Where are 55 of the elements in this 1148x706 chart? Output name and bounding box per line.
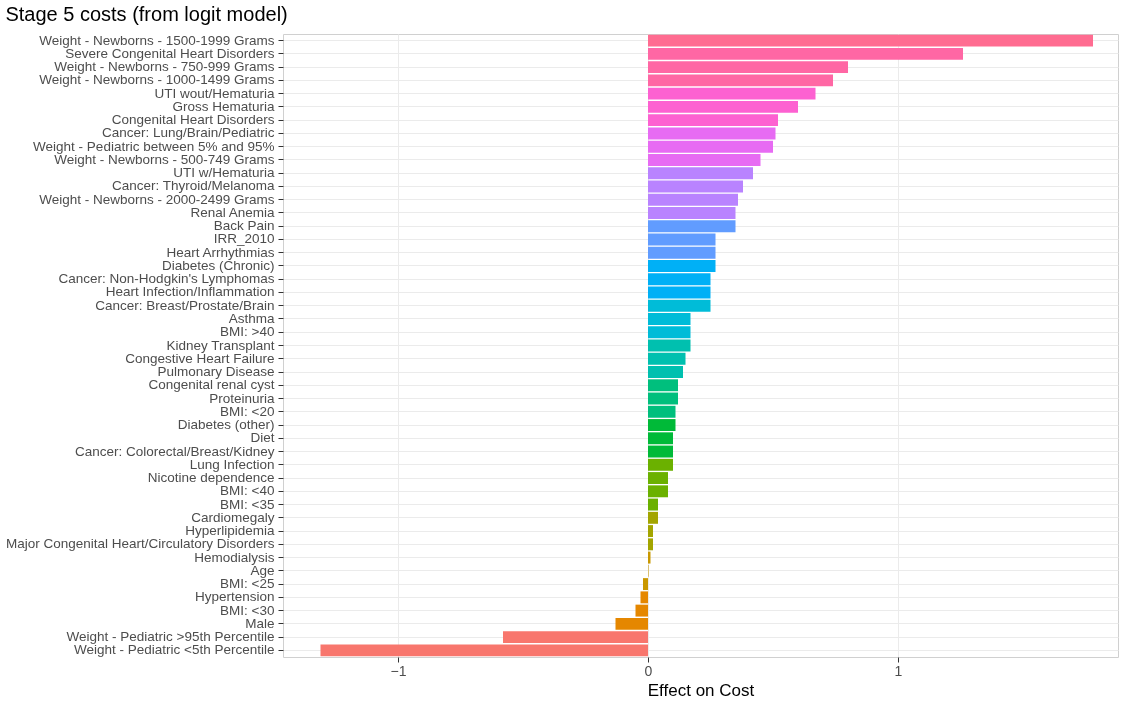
- y-tick-label: Heart Infection/Inflammation: [105, 284, 275, 300]
- y-tick-label: Asthma: [228, 310, 275, 326]
- y-tick-label: Major Congenital Heart/Circulatory Disorders: [5, 536, 275, 552]
- bar: [648, 392, 678, 405]
- y-tick-label: Pulmonary Disease: [157, 364, 275, 380]
- bar: [648, 286, 711, 299]
- bar: [648, 379, 678, 392]
- y-tick-label: UTI w/Hematuria: [173, 165, 275, 181]
- y-tick-label: Weight - Pediatric <5th Percentile: [74, 642, 275, 658]
- y-tick-label: BMI: <25: [220, 576, 275, 592]
- y-tick-label: Cancer: Colorectal/Breast/Kidney: [74, 443, 275, 459]
- bar: [648, 445, 673, 458]
- y-tick-label: BMI: <20: [220, 403, 275, 419]
- y-tick-label: Weight - Pediatric between 5% and 95%: [33, 138, 275, 154]
- y-tick-label: Nicotine dependence: [147, 470, 275, 486]
- y-tick-label: Cancer: Breast/Prostate/Brain: [95, 297, 275, 313]
- y-tick-label: Weight - Newborns - 750-999 Grams: [54, 59, 275, 75]
- y-tick-label: BMI: <35: [220, 496, 275, 512]
- y-tick-label: BMI: >40: [220, 324, 275, 340]
- y-tick-label: Hyperlipidemia: [185, 523, 275, 539]
- x-tick-label: −1: [390, 662, 407, 679]
- y-tick-label: IRR_2010: [213, 231, 275, 247]
- y-tick-label: Diabetes (other): [177, 417, 275, 433]
- x-tick-label: 1: [894, 662, 903, 679]
- x-axis-title: Effect on Cost: [647, 680, 755, 700]
- y-tick-label: Cancer: Lung/Brain/Pediatric: [101, 125, 275, 141]
- y-tick-label: Proteinuria: [209, 390, 275, 406]
- bar: [648, 339, 691, 352]
- y-tick-label: Hypertension: [194, 589, 275, 605]
- y-tick-label: Congenital Heart Disorders: [111, 112, 275, 128]
- bar: [648, 34, 1093, 47]
- y-tick-label: Cancer: Thyroid/Melanoma: [111, 178, 275, 194]
- y-tick-label: Heart Arrhythmias: [166, 244, 275, 260]
- y-tick-label: Cardiomegaly: [191, 509, 275, 525]
- y-tick-label: UTI wout/Hematuria: [154, 85, 275, 101]
- y-tick-label: Male: [245, 615, 275, 631]
- y-tick-label: Gross Hematuria: [172, 98, 275, 114]
- y-tick-label: Renal Anemia: [190, 204, 275, 220]
- bar: [640, 591, 648, 604]
- y-tick-label: Back Pain: [213, 218, 275, 234]
- y-tick-label: Weight - Pediatric >95th Percentile: [66, 629, 275, 645]
- bar: [648, 405, 676, 418]
- x-tick-label: 0: [644, 662, 653, 679]
- y-tick-label: Cancer: Non-Hodgkin's Lymphomas: [58, 271, 275, 287]
- y-tick-label: Weight - Newborns - 1500-1999 Grams: [39, 32, 275, 48]
- y-tick-label: Hemodialysis: [194, 549, 275, 565]
- bar: [648, 127, 776, 140]
- y-tick-label: BMI: <40: [220, 483, 275, 499]
- chart-title: Stage 5 costs (from logit model): [5, 3, 288, 26]
- bar: [648, 246, 716, 259]
- y-tick-label: Diet: [250, 430, 275, 446]
- bar: [643, 578, 648, 591]
- y-tick-label: Kidney Transplant: [166, 337, 275, 353]
- y-tick-label: BMI: <30: [220, 602, 275, 618]
- bar: [648, 498, 658, 511]
